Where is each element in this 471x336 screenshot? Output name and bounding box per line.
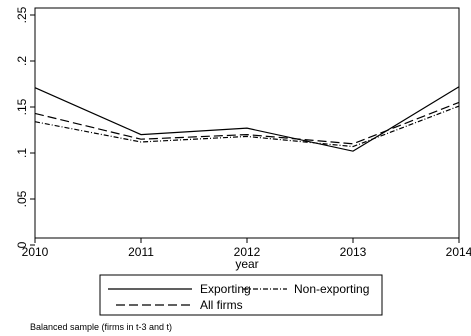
legend-label-non-exporting: Non-exporting [294,282,369,296]
y-tick-label: .05 [15,190,29,207]
y-axis: 0 .05 .1 .15 .2 .25 [15,6,35,248]
legend-label-exporting: Exporting [200,282,251,296]
y-tick-label: .1 [15,148,29,158]
y-tick-label: 0 [15,241,29,248]
x-tick-label: 2014 [446,245,471,259]
x-tick-label: 2013 [340,245,367,259]
chart-note: Balanced sample (firms in t-3 and t) [30,322,172,332]
x-tick-label: 2010 [22,245,49,259]
legend-label-all-firms: All firms [200,298,243,312]
x-tick-label: 2012 [234,245,261,259]
x-axis: 2010 2011 2012 2013 2014 [22,238,471,259]
y-tick-label: .15 [15,98,29,115]
x-tick-label: 2011 [128,245,154,259]
legend-box [99,274,383,316]
legend: Exporting Non-exporting All firms [99,274,383,316]
y-tick-label: .2 [15,56,29,66]
series-line-non-exporting [34,105,460,148]
plot-area [34,7,460,239]
plot-frame [34,7,460,239]
series-lines [34,86,460,152]
y-tick-label: .25 [15,6,29,23]
series-line-exporting [34,86,460,152]
x-axis-title: year [235,257,258,271]
series-line-all-firms [34,101,460,145]
